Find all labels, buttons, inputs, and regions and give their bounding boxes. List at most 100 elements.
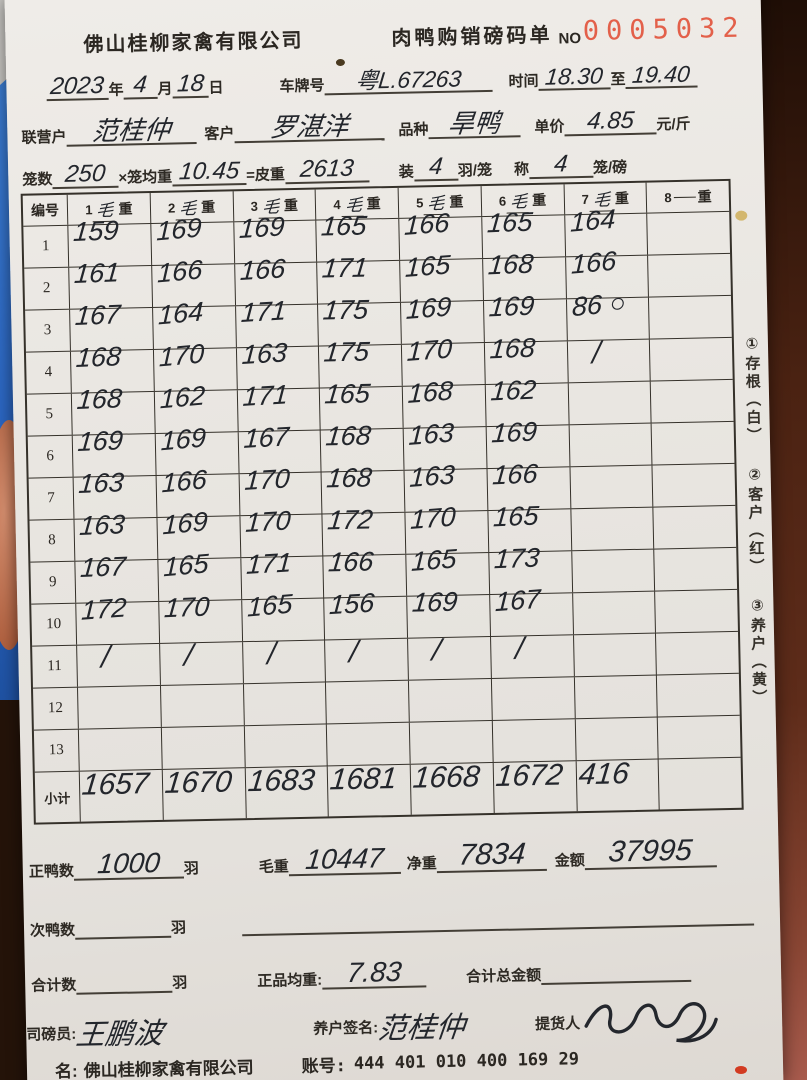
account-number: 444 401 010 400 169 29 xyxy=(353,1048,580,1074)
cage-avg-field: 10.45 xyxy=(171,157,247,187)
weight-cell: / xyxy=(324,636,408,682)
serial-number: 0005032 xyxy=(582,12,746,47)
day-label: 日 xyxy=(208,79,224,97)
cage-avg-label: ×笼均重 xyxy=(118,168,173,187)
total-count-unit: 羽 xyxy=(172,974,188,992)
weight-cell: / xyxy=(158,639,243,685)
load-field: 4 xyxy=(413,153,459,182)
good-count-field: 1000 xyxy=(73,847,185,881)
breed-label: 品种 xyxy=(398,121,429,139)
time-label: 时间 xyxy=(508,72,539,91)
row-number: 4 xyxy=(44,364,53,381)
row-number: 6 xyxy=(46,448,55,465)
row-number: 5 xyxy=(45,406,54,423)
weight-cell xyxy=(648,295,732,339)
weight-cell xyxy=(573,675,657,719)
weight-cell xyxy=(651,463,736,507)
farmer-signature: 范桂仲 xyxy=(376,1011,467,1046)
weight-cell: / xyxy=(241,637,326,684)
serial-prefix: NO xyxy=(558,29,582,48)
weight-cell xyxy=(655,631,739,675)
stain-speck xyxy=(735,210,748,221)
total-count-field xyxy=(76,974,173,995)
weight-cell xyxy=(243,724,327,768)
weight-cell xyxy=(326,722,410,766)
year-field: 2023 xyxy=(46,72,109,102)
weights-table: 编号 1 毛重 2 毛重 3 毛重 4 毛重 5 毛重 6 毛重 7 毛重 8 重 1 159 169 169 165 16… xyxy=(20,178,744,825)
subtotal-cell xyxy=(657,757,742,810)
weight-cell xyxy=(407,679,492,722)
day-field: 18 xyxy=(172,70,209,99)
weight-cell: / xyxy=(407,634,491,680)
price-label: 单价 xyxy=(534,118,565,136)
weight-cell xyxy=(77,727,162,771)
weight-cell xyxy=(568,465,653,509)
plate-field: 粤L.67263 xyxy=(324,65,493,96)
amount-label: 金额 xyxy=(554,852,585,870)
price-unit-label: 元/斤 xyxy=(656,115,691,134)
cage-count-field: 250 xyxy=(52,160,119,190)
weight-cell: / xyxy=(76,641,160,687)
weight-cell xyxy=(159,684,244,727)
row-number: 13 xyxy=(48,741,64,759)
net-field: 7834 xyxy=(436,837,548,874)
sub-count-label: 次鸭数 xyxy=(29,921,76,940)
load-label: 装 xyxy=(398,163,415,181)
row-number: 8 xyxy=(47,532,56,549)
subtotal-cell: 1683 xyxy=(244,764,329,819)
blank-line xyxy=(242,922,755,937)
customer-field: 罗湛洋 xyxy=(234,111,385,144)
account-label: 账号: xyxy=(301,1056,347,1078)
weight-cell: 167 xyxy=(488,584,573,637)
weight-cell xyxy=(567,381,651,425)
weight-cell xyxy=(646,211,731,255)
breed-field: 旱鸭 xyxy=(428,108,521,140)
weight-cell xyxy=(571,591,656,635)
subtotal-cell: 1681 xyxy=(326,762,411,817)
copy-colors-note: ①存根（白） ②客户（红） ③养户（黄） xyxy=(742,334,768,708)
weight-cell xyxy=(570,549,655,593)
price-field: 4.85 xyxy=(564,107,657,137)
row-number: 3 xyxy=(43,322,52,339)
time-end-field: 19.40 xyxy=(625,61,698,90)
weight-cell xyxy=(325,680,409,724)
weight-cell xyxy=(569,507,654,551)
picker-label: 提货人 xyxy=(535,1014,581,1033)
weight-cell xyxy=(490,677,575,720)
row-number: 11 xyxy=(47,657,62,675)
footer-name-label: 名: xyxy=(54,1061,78,1080)
weight-cell xyxy=(652,505,737,549)
date-plate-time-line: 2023 年 4 月 18 日 车牌号 粤L.67263 时间 18.30 至 … xyxy=(46,61,736,102)
net-label: 净重 xyxy=(406,855,438,873)
doc-title: 肉鸭购销磅码单 xyxy=(391,24,553,50)
weight-cell xyxy=(491,719,576,762)
weigh-unit-label: 笼/磅 xyxy=(592,159,628,177)
weigher-signature: 王鹏波 xyxy=(74,1017,165,1052)
subtotal-cell: 1672 xyxy=(492,758,577,813)
weight-cell xyxy=(653,547,738,591)
weight-cell xyxy=(656,673,740,717)
time-start-field: 18.30 xyxy=(538,62,611,91)
footer-company-name: 佛山桂柳家禽有限公司 xyxy=(83,1058,254,1080)
sub-count-unit: 羽 xyxy=(170,919,187,937)
row-number-header: 编号 xyxy=(30,201,60,219)
row-number: 9 xyxy=(48,574,57,591)
weigh-field: 4 xyxy=(528,150,594,180)
avg-weight-field: 7.83 xyxy=(321,956,427,990)
total-amount-field xyxy=(541,963,692,986)
signature-line: 司磅员: 王鹏波 养户签名: 范桂仲 提货人 xyxy=(26,988,763,1063)
subtotal-cell: 1657 xyxy=(78,767,163,822)
good-count-label: 正鸭数 xyxy=(28,862,75,881)
total-amount-label: 合计总金额 xyxy=(466,967,542,986)
month-label: 月 xyxy=(157,80,173,98)
farmer-signature-label: 养户签名: xyxy=(313,1018,379,1038)
weight-cell xyxy=(408,720,493,764)
tare-field: 2613 xyxy=(284,155,370,185)
load-unit-label: 羽/笼 xyxy=(457,161,493,180)
cage-count-label: 笼数 xyxy=(22,171,53,189)
plate-label: 车牌号 xyxy=(279,77,325,96)
month-field: 4 xyxy=(123,71,158,100)
weight-cell: 86 ○ xyxy=(565,287,650,341)
weight-cell xyxy=(649,379,734,423)
